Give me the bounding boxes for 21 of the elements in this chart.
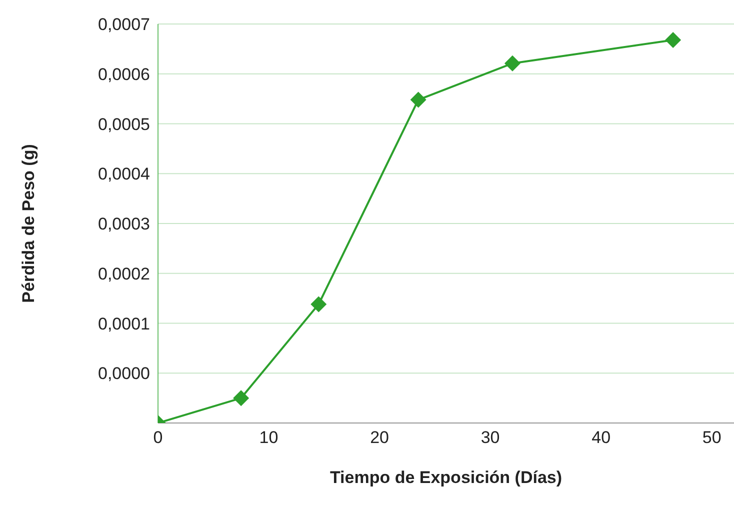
point (233, 390, 250, 406)
y-tick-label: 0,0003 (98, 214, 150, 234)
y-tick-label: 0,0005 (98, 114, 150, 134)
point (410, 92, 426, 108)
x-tick-label: 40 (592, 428, 611, 448)
y-tick-label: 0,0004 (98, 164, 150, 184)
x-tick-label: 50 (702, 428, 722, 448)
point (504, 55, 520, 72)
point (665, 32, 682, 48)
x-tick-label: 30 (480, 428, 500, 448)
y-tick-label: 0,0001 (98, 314, 150, 334)
x-axis-title: Tiempo de Exposición (Días) (330, 468, 562, 487)
y-tick-label: 0,0006 (98, 64, 150, 84)
x-tick-label: 20 (370, 428, 389, 448)
y-tick-label: 0,0007 (98, 15, 150, 34)
y-tick-label: 0,0002 (98, 264, 150, 284)
y-axis-title: Pérdida de Peso (g) (19, 144, 38, 303)
x-tick-label: 0 (153, 428, 163, 448)
point (310, 296, 327, 312)
y-tick-label: 0,0000 (98, 364, 150, 384)
x-tick-label: 10 (259, 428, 278, 448)
